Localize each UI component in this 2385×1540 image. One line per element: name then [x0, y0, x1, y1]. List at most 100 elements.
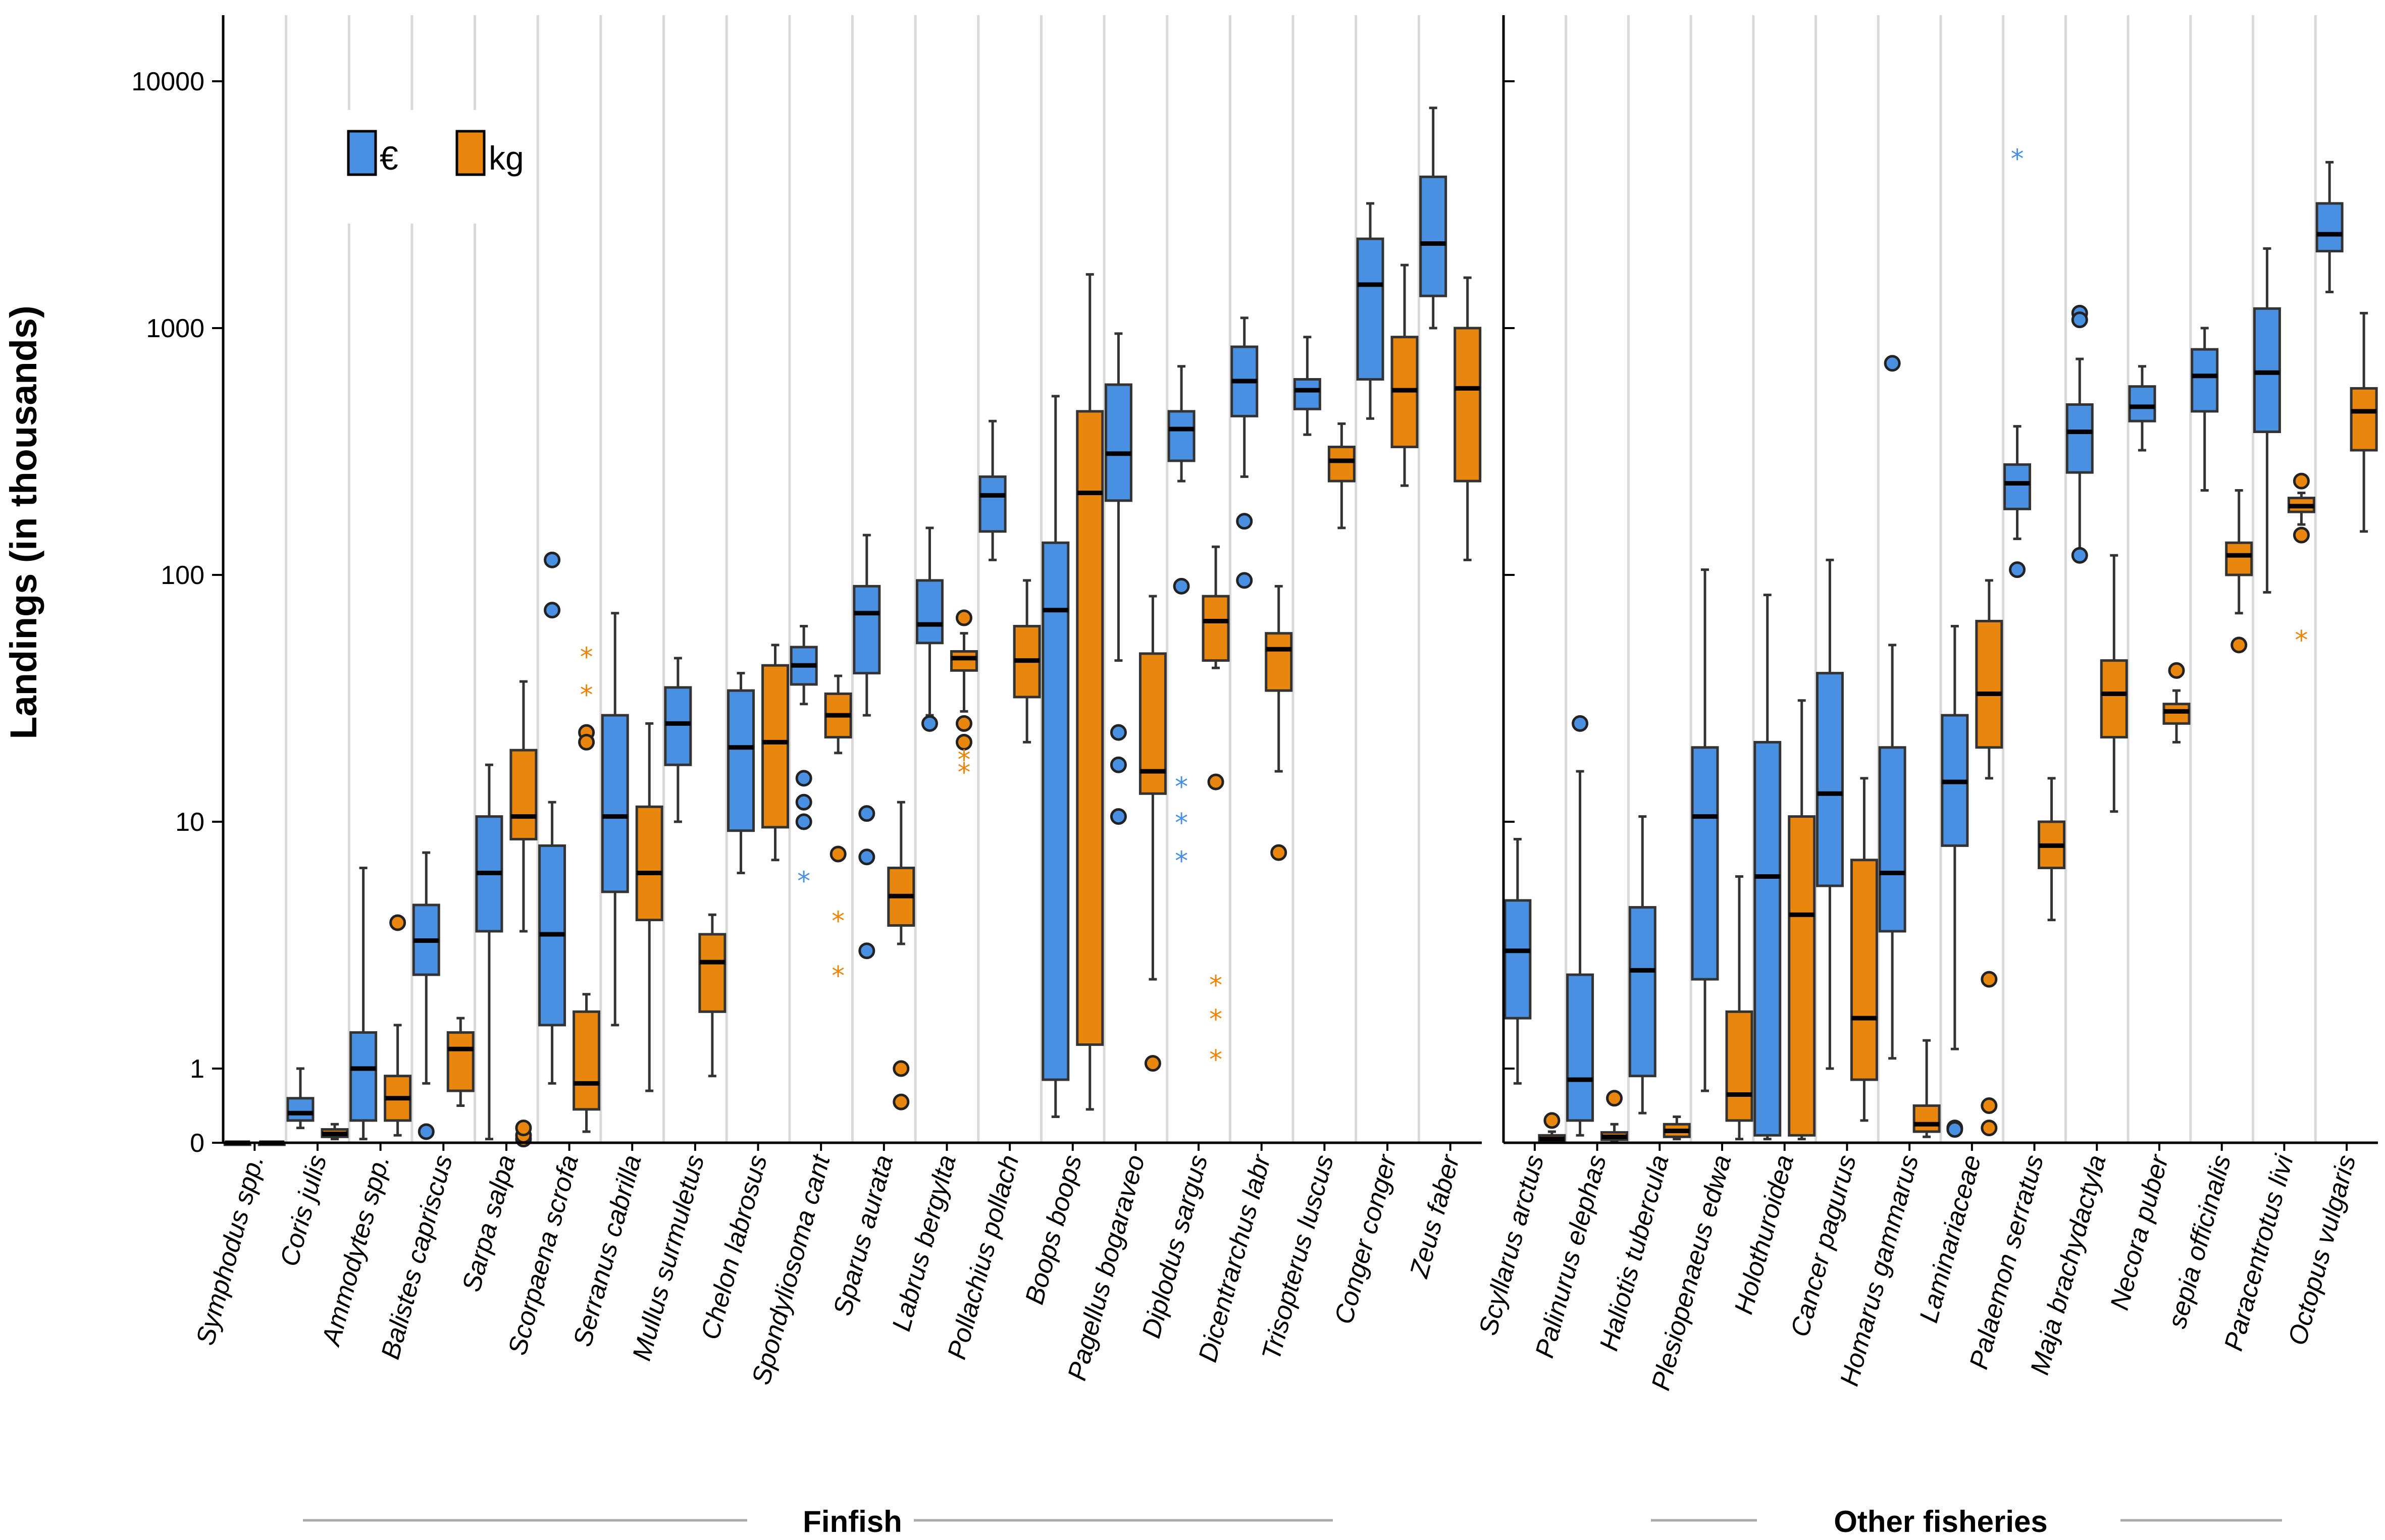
y-tick-labels: 0 1 10 100 1000 10000 — [131, 67, 204, 1158]
outlier-point — [1110, 808, 1127, 825]
box-kg-cancer-pagurus — [1850, 777, 1878, 1122]
group-labels: Finfish Other fisheries — [303, 1505, 2282, 1538]
box-kg-mullus-surmuletus — [698, 913, 727, 1078]
outlier-point — [2231, 636, 2248, 654]
iqr-box — [727, 689, 755, 832]
outlier-point — [1981, 1097, 1998, 1114]
box-eur-labrus-bergylta — [915, 526, 944, 732]
extreme-point: * — [1175, 846, 1188, 877]
iqr-box — [1265, 632, 1293, 692]
y-tick-label: 10000 — [131, 67, 204, 96]
iqr-box — [446, 1031, 475, 1092]
extreme-point: * — [2295, 625, 2308, 656]
legend-label-eur: € — [380, 139, 398, 177]
outlier-point — [1110, 724, 1127, 741]
iqr-box — [2100, 659, 2128, 739]
iqr-box — [1850, 859, 1878, 1081]
outlier-point — [1543, 1112, 1561, 1129]
box-eur-octopus-vulgaris — [2315, 161, 2344, 294]
box-eur-scyllarus-arctus — [1503, 838, 1532, 1085]
box-kg-sarpa-salpa — [509, 680, 538, 1148]
outlier-point — [795, 813, 812, 830]
outlier-point — [1144, 1055, 1161, 1072]
outlier-point — [544, 551, 561, 568]
y-tick-label: 10 — [175, 808, 204, 837]
outlier-point — [858, 942, 875, 960]
box-eur-serranus-cabrilla — [601, 612, 629, 1027]
outlier-point — [2071, 547, 2088, 564]
outlier-point — [1981, 971, 1998, 988]
box-eur-maja-brachydactyla — [2065, 304, 2094, 564]
iqr-box — [853, 585, 881, 675]
box-eur-chelon-labrosus — [727, 672, 755, 875]
outlier-point — [2071, 311, 2088, 329]
box-kg-palinurus-elephas — [1600, 1090, 1629, 1143]
outlier-point — [1606, 1090, 1623, 1107]
box-kg-sepia-officinalis — [2225, 489, 2253, 654]
iqr-box — [2315, 202, 2344, 253]
iqr-box — [1753, 740, 1782, 1137]
box-kg-laminariaceae — [1975, 579, 2003, 1137]
box-eur-coris-julis — [286, 1067, 315, 1130]
outlier-point — [955, 715, 972, 732]
outlier-point — [1884, 355, 1901, 372]
extreme-point: * — [1209, 971, 1222, 1001]
outlier-point — [858, 805, 875, 822]
iqr-box — [1202, 595, 1230, 662]
extreme-point: * — [580, 642, 593, 672]
box-kg-sparus-aurata — [887, 801, 915, 1110]
iqr-box — [1691, 746, 1719, 981]
box-kg-plesiopenaeus-edwa — [1725, 875, 1753, 1141]
group-label-finfish: Finfish — [803, 1505, 902, 1538]
outlier-point — [795, 793, 812, 811]
box-eur-necora-puber — [2128, 365, 2156, 452]
y-tick-label: 0 — [190, 1129, 204, 1158]
box-kg-paracentrotus-livi: * — [2287, 472, 2315, 656]
outlier-point — [893, 1060, 910, 1077]
iqr-box — [1816, 672, 1844, 887]
extreme-point: * — [1209, 1045, 1222, 1075]
extreme-point: * — [2011, 144, 2024, 174]
box-eur-sepia-officinalis — [2191, 327, 2219, 492]
outlier-point — [1946, 1121, 1963, 1138]
iqr-box — [2128, 385, 2156, 422]
outlier-point — [921, 715, 938, 732]
outlier-point — [858, 848, 875, 866]
legend-label-kg: kg — [489, 139, 524, 177]
iqr-box — [573, 1010, 601, 1111]
legend-swatch-eur — [347, 130, 377, 176]
box-eur-plesiopenaeus-edwa — [1691, 568, 1719, 1092]
box-kg-holothuroidea — [1788, 699, 1816, 1141]
box-eur-dicentrarchus-labr — [1230, 316, 1259, 589]
box-kg-necora-puber — [2162, 662, 2191, 744]
extreme-point: * — [1209, 1004, 1222, 1035]
iqr-box — [978, 475, 1007, 533]
iqr-box — [2225, 541, 2253, 576]
box-eur-zeus-faber — [1419, 107, 1447, 330]
box-eur-balistes-capriscus — [412, 851, 440, 1140]
iqr-box — [1503, 899, 1532, 1020]
box-kg-labrus-bergylta: ** — [950, 609, 978, 788]
box-kg-dicentrarchus-labr — [1265, 585, 1293, 861]
box-eur-haliotis-tubercula — [1628, 815, 1656, 1114]
iqr-box — [950, 650, 978, 672]
outlier-point — [2293, 526, 2310, 544]
box-eur-conger-conger — [1356, 202, 1384, 420]
box-kg-pollachius-pollach — [1013, 579, 1041, 744]
extreme-point: * — [1175, 808, 1188, 838]
box-eur-trisopterus-luscus — [1293, 336, 1321, 436]
iqr-box — [1327, 445, 1356, 483]
iqr-box — [2162, 703, 2191, 725]
outlier-point — [955, 609, 972, 626]
legend: € kg — [331, 110, 524, 224]
iqr-box — [1454, 327, 1482, 483]
y-tick-label: 1000 — [146, 314, 204, 343]
outlier-point — [418, 1123, 435, 1140]
box-eur-diplodus-sargus: * * * — [1167, 365, 1196, 877]
box-kg-boops-boops — [1076, 273, 1104, 1111]
outlier-point — [1981, 1120, 1998, 1137]
box-kg-spondyliosoma-cant: ** — [824, 674, 852, 991]
box-kg-coris-julis — [321, 1123, 349, 1141]
outlier-point — [2293, 472, 2310, 490]
iqr-box — [664, 686, 692, 766]
